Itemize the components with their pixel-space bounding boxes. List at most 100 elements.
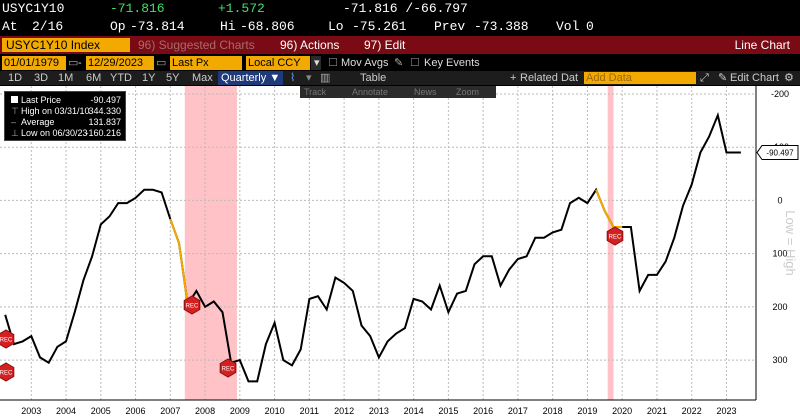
annotation-toolbar: Track Annotate News Zoom — [300, 86, 496, 98]
frequency-selector[interactable]: Quarterly ▼ — [218, 71, 284, 85]
period-max[interactable]: Max — [192, 72, 213, 84]
period-1y[interactable]: 1Y — [142, 72, 156, 84]
chevron-down-icon[interactable]: ▾ — [311, 56, 321, 70]
rec-hexagon-icon — [0, 362, 15, 382]
y-tick-label: 0 — [777, 195, 782, 205]
legend-value: 344.330 — [88, 106, 121, 116]
period-5y[interactable]: 5Y — [166, 72, 180, 84]
ticker-symbol: USYC1Y10 — [2, 1, 65, 16]
annotate-tool[interactable]: Annotate — [352, 87, 389, 97]
x-tick-label: 2022 — [682, 406, 702, 416]
pencil-icon[interactable]: ✎ — [394, 57, 404, 69]
zoom-tool[interactable]: Zoom — [456, 87, 480, 97]
legend-low: ⊥ Low on 06/30/23 -160.216 — [11, 128, 123, 138]
y-axis-title: Low = High — [783, 210, 798, 275]
start-date-field[interactable]: 01/01/1979 — [2, 56, 66, 70]
period-3d[interactable]: 3D — [34, 72, 49, 84]
checkbox-mov-avgs[interactable]: ☐ — [328, 57, 338, 69]
period-controls: 1D 3D 1M 6M YTD 1Y 5Y Max Quarterly ▼ ⌇ … — [0, 71, 800, 85]
recession-marker: REC — [0, 329, 15, 349]
date-separator: - — [78, 57, 82, 69]
line-chart[interactable]: -200-1000100200300Low = High200320042005… — [0, 86, 800, 420]
related-data-button[interactable]: Related Dat — [520, 72, 579, 84]
last-price-tag: -90.497 — [756, 145, 799, 161]
legend-average: – Average 131.837 — [11, 117, 123, 127]
x-tick-label: 2010 — [265, 406, 285, 416]
wrench-icon[interactable]: ✎ — [718, 72, 728, 84]
bar-chart-icon[interactable]: ▥ — [320, 72, 331, 84]
period-ytd[interactable]: YTD — [110, 72, 132, 84]
legend-last-price: Last Price -90.497 — [11, 95, 123, 105]
expand-icon[interactable]: ⤢ — [700, 72, 709, 84]
calendar-icon[interactable]: ▭ — [68, 57, 79, 69]
rec-label: REC — [186, 304, 199, 310]
x-tick-label: 2021 — [647, 406, 667, 416]
period-6m[interactable]: 6M — [86, 72, 102, 84]
legend-value: -160.216 — [85, 128, 121, 138]
legend-label: Low on 06/30/23 — [21, 128, 88, 138]
ticker-prev-label: Prev — [434, 19, 466, 34]
legend-value: -90.497 — [90, 95, 121, 105]
y-tick-label: -200 — [771, 89, 789, 99]
security-field[interactable]: USYC1Y10 Index — [2, 38, 130, 52]
x-tick-label: 2008 — [195, 406, 215, 416]
line-chart-icon[interactable]: ⌇ — [290, 72, 296, 84]
table-button[interactable]: Table — [360, 72, 387, 84]
x-tick-label: 2014 — [404, 406, 424, 416]
x-tick-label: 2023 — [716, 406, 736, 416]
edit-chart-button[interactable]: Edit Chart — [730, 72, 779, 84]
legend-value: 131.837 — [88, 117, 121, 127]
period-1m[interactable]: 1M — [58, 72, 74, 84]
plus-icon[interactable]: + — [510, 72, 517, 84]
mov-avgs-label: Mov Avgs — [341, 57, 389, 69]
ticker-high: -68.806 — [240, 19, 295, 34]
end-date-field[interactable]: 12/29/2023 — [86, 56, 154, 70]
edit-menu[interactable]: 97) Edit — [364, 38, 406, 52]
rec-label: REC — [609, 235, 622, 241]
x-tick-label: 2012 — [334, 406, 354, 416]
settings-icon[interactable]: ⚙ — [784, 72, 794, 84]
rec-label: REC — [222, 367, 235, 373]
ticker-row-1: USYC1Y10 -71.816 +1.572 -71.816 /-66.797 — [0, 0, 800, 18]
last-price-label: -90.497 — [766, 149, 794, 158]
y-tick-label: 300 — [772, 355, 787, 365]
x-tick-label: 2005 — [91, 406, 111, 416]
plot-background — [0, 86, 756, 400]
ticker-vol-label: Vol — [556, 19, 580, 34]
suggested-charts-menu[interactable]: 96) Suggested Charts — [138, 38, 255, 52]
chevron-down-icon[interactable]: ▾ — [306, 72, 312, 84]
rec-hexagon-icon — [606, 226, 624, 246]
key-events-label: Key Events — [424, 57, 480, 69]
high-marker-icon: ⊤ — [11, 106, 19, 116]
ticker-op-label: Op — [110, 19, 126, 34]
checkbox-key-events[interactable]: ☐ — [410, 57, 420, 69]
highlight-segment — [595, 189, 623, 228]
ticker-prev: -73.388 — [474, 19, 529, 34]
track-tool[interactable]: Track — [304, 87, 327, 97]
currency-selector[interactable]: Local CCY — [246, 56, 310, 70]
calendar-icon[interactable]: ▭ — [156, 57, 167, 69]
ticker-lo-label: Lo — [328, 19, 344, 34]
field-selector[interactable]: Last Px — [170, 56, 242, 70]
add-data-input[interactable]: Add Data — [584, 72, 696, 84]
ticker-at-label: At — [2, 19, 18, 34]
ticker-row-2: At 2/16 Op -73.814 Hi -68.806 Lo -75.261… — [0, 18, 800, 36]
x-tick-label: 2009 — [230, 406, 250, 416]
x-tick-label: 2011 — [300, 406, 319, 416]
x-tick-label: 2020 — [612, 406, 632, 416]
ticker-last: -71.816 — [110, 1, 165, 16]
actions-menu[interactable]: 96) Actions — [280, 38, 340, 52]
x-axis-panel — [0, 400, 800, 420]
recession-marker: REC — [183, 295, 201, 315]
rec-label: REC — [0, 338, 13, 344]
ticker-low: -75.261 — [352, 19, 407, 34]
ticker-open: -73.814 — [130, 19, 185, 34]
legend-high: ⊤ High on 03/31/10 344.330 — [11, 106, 123, 116]
recession-marker: REC — [219, 358, 237, 378]
news-tool[interactable]: News — [414, 87, 437, 97]
period-1d[interactable]: 1D — [8, 72, 23, 84]
x-tick-label: 2013 — [369, 406, 389, 416]
y-axis-panel — [756, 86, 800, 400]
highlight-segment — [169, 218, 189, 305]
x-tick-label: 2007 — [160, 406, 180, 416]
